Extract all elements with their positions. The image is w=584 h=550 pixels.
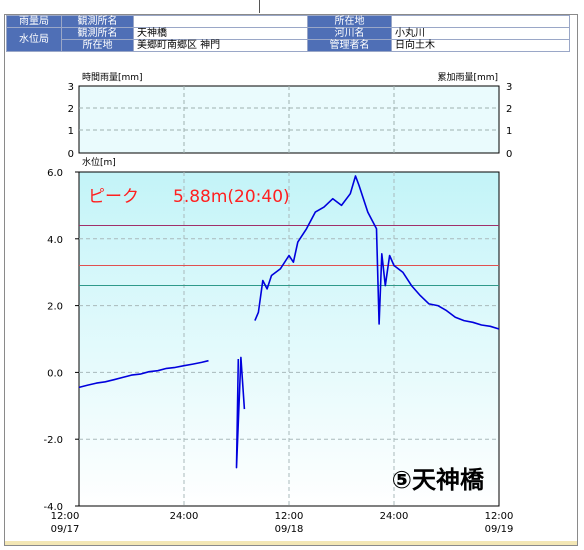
y-tick-label: 2.0 <box>47 302 63 313</box>
peak-value: 5.88m(20:40) <box>173 187 290 207</box>
y-tick-label: -2.0 <box>43 435 63 446</box>
station-title: ⑤天神橋 <box>392 466 485 494</box>
x-tick-time: 12:00 <box>485 511 514 522</box>
x-tick-time: 24:00 <box>380 511 409 522</box>
x-tick-time: 12:00 <box>51 511 80 522</box>
bottom-bar <box>5 541 577 545</box>
y-tick-label: 4.0 <box>47 235 63 246</box>
x-tick-time: 24:00 <box>170 511 199 522</box>
water-level-axis-label: 水位[m] <box>82 156 116 168</box>
x-tick-date: 09/18 <box>275 524 304 535</box>
y-tick-label: 6.0 <box>47 168 63 179</box>
y-tick-label: 0.0 <box>47 368 63 379</box>
peak-label: ピーク <box>88 187 139 207</box>
x-tick-date: 09/19 <box>485 524 514 535</box>
x-tick-date: 09/17 <box>51 524 80 535</box>
x-tick-time: 12:00 <box>275 511 304 522</box>
